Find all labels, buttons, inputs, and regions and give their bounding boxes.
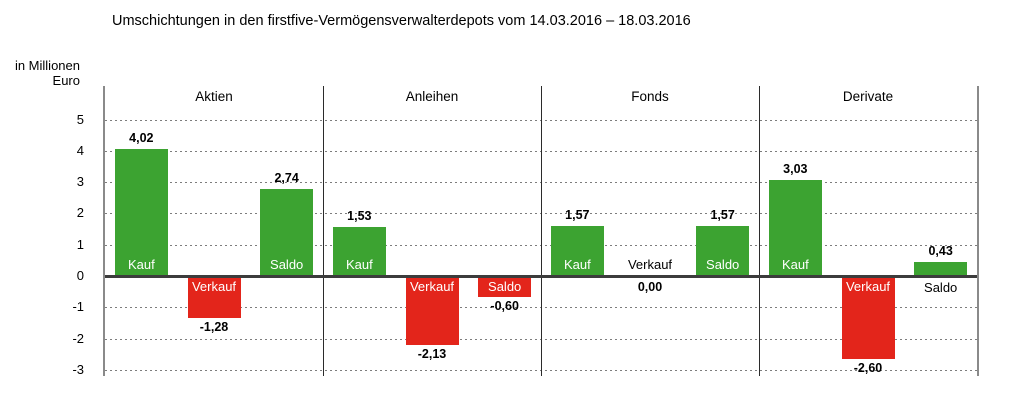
bar-value-label-fonds-kauf: 1,57: [565, 207, 590, 222]
zero-line: [105, 275, 977, 278]
bar-label-aktien-saldo: Saldo: [270, 257, 304, 272]
group-label-anleihen: Anleihen: [405, 89, 459, 104]
bar-fonds-kauf: [550, 225, 604, 275]
bar-label-fonds-verkauf: Verkauf: [627, 257, 673, 272]
y-tick-label-4: 4: [76, 142, 84, 158]
bar-derivate-verkauf: [841, 278, 895, 360]
bar-fonds-saldo: [696, 225, 750, 275]
group-label-derivate: Derivate: [842, 89, 894, 104]
bar-label-derivate-verkauf: Verkauf: [845, 279, 891, 294]
bar-value-label-derivate-kauf: 3,03: [783, 162, 808, 177]
y-tick-label--2: -2: [72, 330, 84, 346]
group-label-fonds: Fonds: [631, 89, 669, 104]
y-axis-unit-label: in Millionen Euro: [0, 58, 80, 88]
y-axis-unit-line2: Euro: [52, 73, 80, 88]
bar-label-anleihen-verkauf: Verkauf: [409, 279, 455, 294]
bar-anleihen-saldo: [478, 278, 532, 297]
bar-value-label-aktien-kauf: 4,02: [129, 131, 154, 146]
bar-derivate-kauf: [768, 180, 822, 275]
bar-anleihen-verkauf: [405, 278, 459, 345]
bar-value-label-aktien-saldo: 2,74: [274, 171, 299, 186]
bar-value-label-fonds-saldo: 1,57: [710, 207, 735, 222]
y-tick-label--1: -1: [72, 299, 84, 315]
bar-label-derivate-kauf: Kauf: [781, 257, 809, 272]
group-separator-1: [323, 86, 324, 376]
y-tick-label-0: 0: [76, 268, 84, 283]
bar-label-derivate-saldo: Saldo: [924, 280, 958, 295]
y-tick-label-5: 5: [76, 111, 84, 127]
y-tick-label-1: 1: [76, 236, 84, 252]
bar-aktien-kauf: [114, 149, 168, 275]
bar-aktien-saldo: [260, 189, 314, 275]
bar-value-label-aktien-verkauf: -1,28: [199, 320, 229, 335]
bar-label-aktien-kauf: Kauf: [127, 257, 155, 272]
bar-aktien-verkauf: [187, 278, 241, 319]
bar-value-label-derivate-saldo: 0,43: [928, 243, 953, 258]
group-separator-2: [541, 86, 542, 376]
bar-value-label-anleihen-saldo: -0,60: [490, 298, 519, 313]
y-axis-unit-line1: in Millionen: [14, 58, 80, 73]
bar-value-label-derivate-verkauf: -2,60: [853, 361, 883, 376]
y-tick-label--3: -3: [72, 361, 84, 377]
chart-title: Umschichtungen in den firstfive-Vermögen…: [112, 13, 691, 29]
bar-label-fonds-saldo: Saldo: [706, 257, 740, 272]
bar-value-label-fonds-verkauf: 0,00: [637, 280, 663, 294]
bar-derivate-saldo: [914, 261, 968, 275]
bar-label-anleihen-kauf: Kauf: [345, 257, 373, 272]
y-tick-label-2: 2: [76, 205, 84, 221]
group-label-aktien: Aktien: [195, 89, 233, 104]
bar-label-fonds-kauf: Kauf: [563, 257, 591, 272]
bar-value-label-anleihen-kauf: 1,53: [347, 209, 372, 224]
bar-label-aktien-verkauf: Verkauf: [191, 279, 237, 294]
bar-anleihen-kauf: [332, 227, 386, 275]
group-separator-3: [759, 86, 760, 376]
plot-area: Aktien Anleihen Fonds Derivate Kauf 4,02 Verka…: [103, 86, 979, 376]
bar-value-label-anleihen-verkauf: -2,13: [417, 346, 447, 361]
bar-label-anleihen-saldo: Saldo: [488, 279, 522, 294]
y-tick-label-3: 3: [76, 174, 84, 190]
